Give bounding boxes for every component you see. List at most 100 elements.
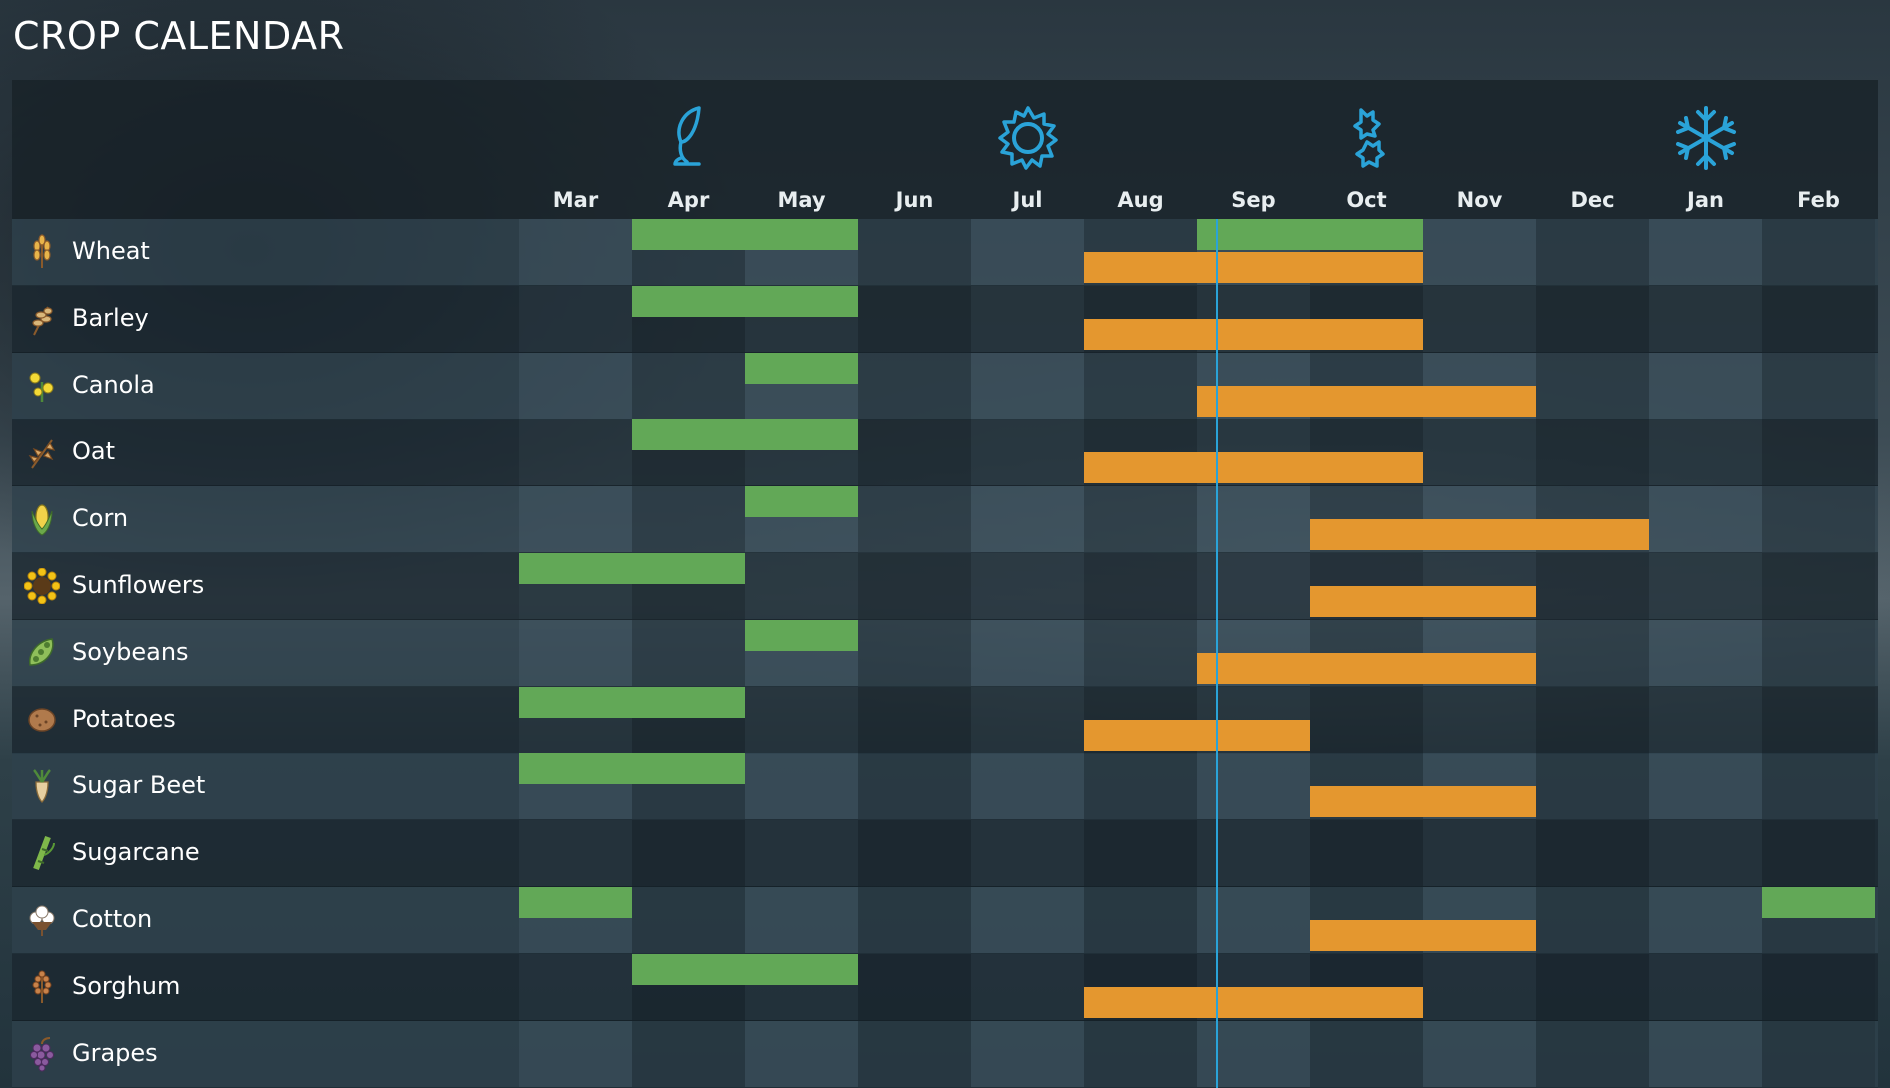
harvest-period-bar: [1310, 586, 1536, 617]
crop-name: Corn: [72, 504, 129, 533]
calendar-cell: [1649, 753, 1762, 820]
calendar-cell: [971, 419, 1084, 486]
calendar-cell: [1084, 352, 1197, 419]
crop-row[interactable]: Soybeans: [12, 619, 1878, 687]
calendar-cell: [632, 1020, 745, 1087]
calendar-cell: [1536, 619, 1649, 686]
calendar-cell: [1762, 1020, 1875, 1087]
calendar-cell: [632, 619, 745, 686]
calendar-cell: [1536, 285, 1649, 352]
harvest-period-bar: [1084, 252, 1423, 283]
crop-name: Soybeans: [72, 637, 189, 666]
barley-icon: [24, 301, 60, 337]
calendar-cell: [858, 219, 971, 285]
harvest-period-bar: [1084, 452, 1423, 484]
crop-row[interactable]: Sugarcane: [12, 820, 1878, 888]
crop-row[interactable]: Sorghum: [12, 953, 1878, 1021]
sugar-beet-icon: [24, 768, 60, 804]
calendar-cell: [971, 219, 1084, 285]
calendar-cell: [1762, 619, 1875, 686]
sunflower-icon: [24, 568, 60, 604]
calendar-cell: [1649, 953, 1762, 1020]
planting-period-bar: [519, 686, 745, 718]
crop-row[interactable]: Oat: [12, 419, 1878, 487]
calendar-cell: [632, 887, 745, 953]
calendar-cell: [971, 1020, 1084, 1087]
month-label: Dec: [1570, 188, 1615, 212]
calendar-cell: [519, 352, 632, 419]
calendar-cell: [1762, 553, 1875, 619]
crop-row[interactable]: Corn: [12, 486, 1878, 554]
crop-row[interactable]: Grapes: [12, 1020, 1878, 1088]
calendar-cell: [858, 1020, 971, 1087]
crop-name: Grapes: [72, 1038, 158, 1067]
calendar-cell: [745, 553, 858, 619]
calendar-cell: [519, 285, 632, 352]
planting-period-bar: [1197, 219, 1423, 250]
calendar-cell: [971, 753, 1084, 820]
crop-row[interactable]: Cotton: [12, 887, 1878, 954]
planting-period-bar: [745, 619, 858, 651]
calendar-cell: [1084, 619, 1197, 686]
calendar-cell: [1536, 686, 1649, 753]
calendar-cell: [858, 486, 971, 553]
calendar-cell: [1762, 820, 1875, 887]
calendar-cell: [1536, 219, 1649, 285]
calendar-cell: [519, 219, 632, 285]
calendar-cell: [858, 619, 971, 686]
crop-name: Sorghum: [72, 971, 181, 1000]
crop-row[interactable]: Potatoes: [12, 686, 1878, 754]
calendar-cell: [858, 553, 971, 619]
calendar-cell: [632, 486, 745, 553]
calendar-cell: [1423, 1020, 1536, 1087]
crop-name: Wheat: [72, 237, 150, 265]
planting-period-bar: [519, 887, 632, 918]
calendar-cell: [1762, 419, 1875, 486]
calendar-cell: [971, 686, 1084, 753]
calendar-cell: [1536, 820, 1649, 887]
month-label: Feb: [1797, 188, 1840, 212]
calendar-cell: [1536, 419, 1649, 486]
planting-period-bar: [519, 553, 745, 584]
calendar-cell: [971, 619, 1084, 686]
calendar-cell: [858, 820, 971, 887]
planting-period-bar: [632, 953, 858, 985]
calendar-header: Mar Apr May Jun Jul Aug Sep Oct Nov Dec Jan Feb: [12, 80, 1878, 219]
calendar-cell: [519, 486, 632, 553]
calendar-cell: [1197, 753, 1310, 820]
crop-calendar-table: Mar Apr May Jun Jul Aug Sep Oct Nov Dec Jan Feb Whe…: [12, 80, 1878, 1088]
calendar-cell: [1084, 486, 1197, 553]
crop-name: Oat: [72, 437, 116, 466]
calendar-cell: [519, 619, 632, 686]
calendar-cell: [1423, 953, 1536, 1020]
crop-row[interactable]: Sunflowers: [12, 553, 1878, 620]
soybean-icon: [24, 635, 60, 671]
sun-icon: [992, 102, 1064, 174]
calendar-cell: [858, 285, 971, 352]
crop-row[interactable]: Barley: [12, 285, 1878, 353]
calendar-cell: [971, 887, 1084, 953]
crop-row[interactable]: Canola: [12, 352, 1878, 420]
calendar-cell: [1536, 553, 1649, 619]
crop-name: Cotton: [72, 905, 153, 933]
calendar-cell: [1197, 1020, 1310, 1087]
calendar-cell: [1649, 686, 1762, 753]
calendar-cell: [858, 953, 971, 1020]
canola-icon: [24, 368, 60, 404]
crop-row[interactable]: Wheat: [12, 219, 1878, 286]
planting-period-bar: [632, 285, 858, 317]
falling-leaves-icon: [1331, 102, 1403, 174]
calendar-cell: [1649, 1020, 1762, 1087]
calendar-cell: [1536, 1020, 1649, 1087]
calendar-cell: [1536, 352, 1649, 419]
harvest-period-bar: [1310, 920, 1536, 951]
month-label: Sep: [1231, 188, 1276, 212]
calendar-cell: [1084, 1020, 1197, 1087]
month-label: May: [777, 188, 826, 212]
oat-icon: [24, 434, 60, 470]
calendar-cell: [1649, 352, 1762, 419]
calendar-cell: [632, 352, 745, 419]
calendar-cell: [745, 887, 858, 953]
crop-row[interactable]: Sugar Beet: [12, 753, 1878, 821]
calendar-cell: [1423, 419, 1536, 486]
